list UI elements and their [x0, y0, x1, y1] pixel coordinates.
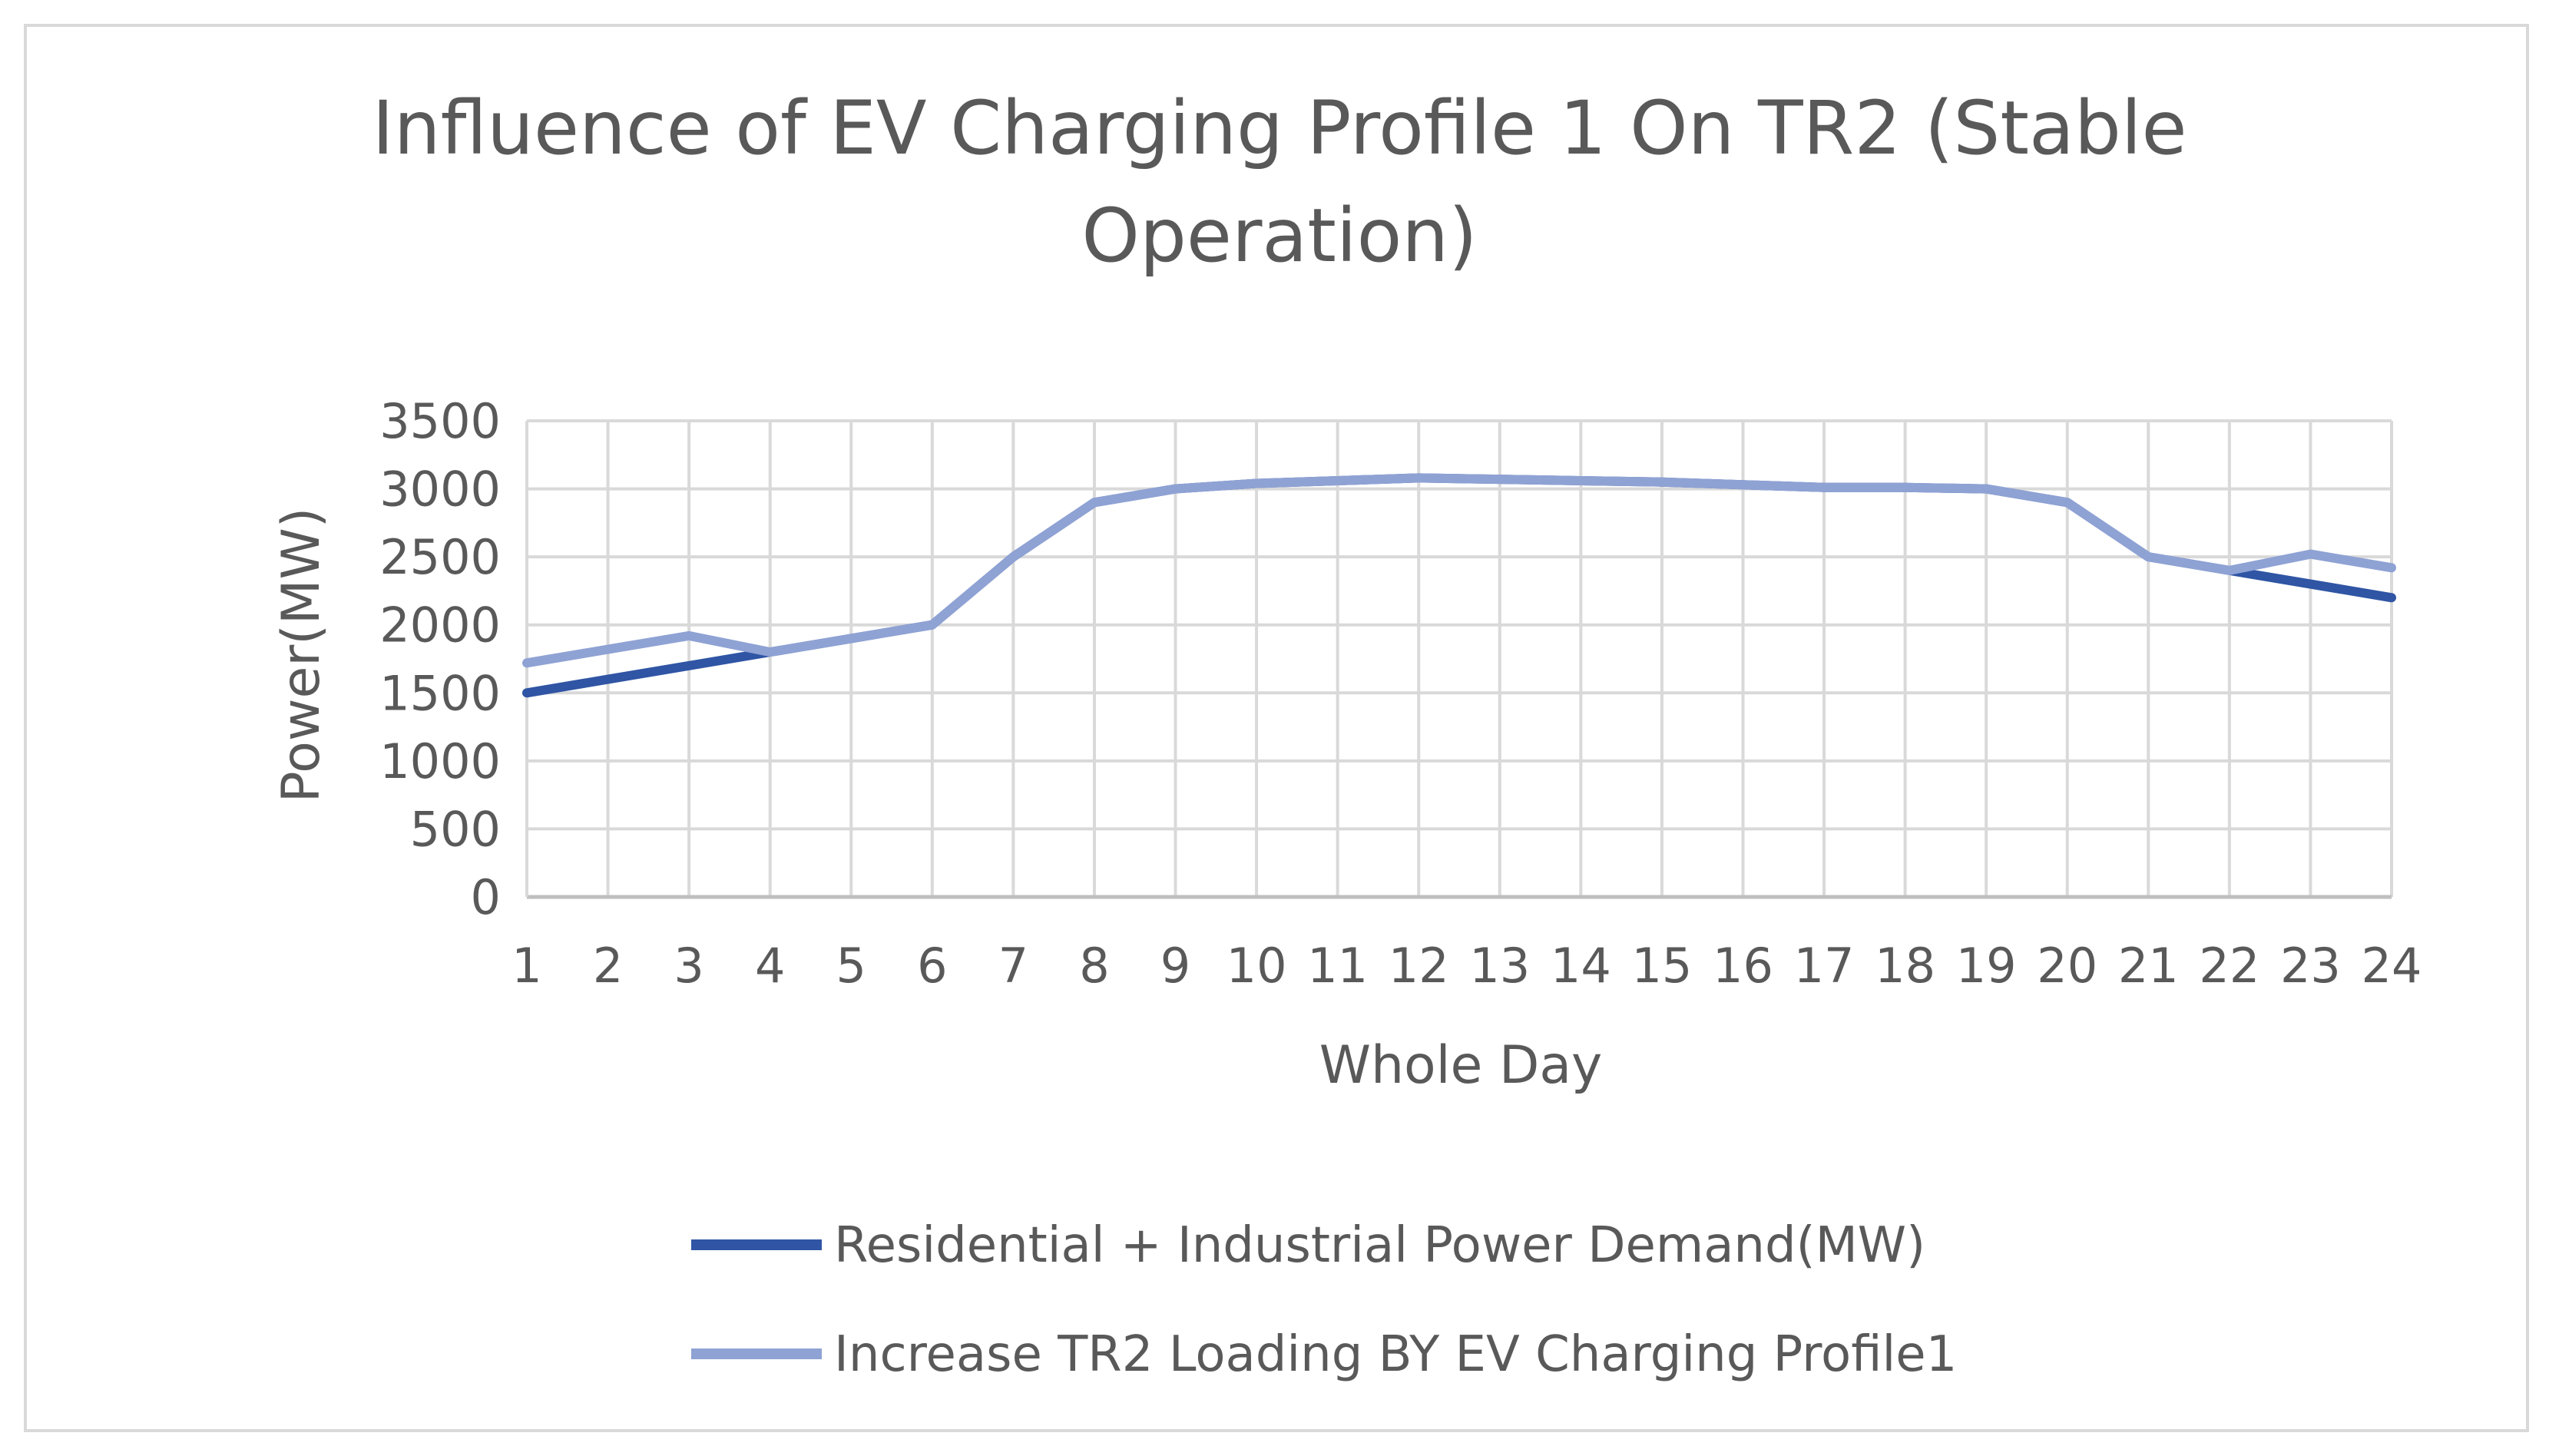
- y-tick-label: 500: [410, 801, 501, 857]
- x-tick-label: 18: [1875, 938, 1935, 994]
- x-tick-label: 23: [2280, 938, 2341, 994]
- x-tick-label: 15: [1631, 938, 1692, 994]
- x-tick-label: 9: [1160, 938, 1190, 994]
- y-tick-label: 3000: [379, 462, 501, 518]
- x-tick-label: 21: [2118, 938, 2179, 994]
- x-tick-label: 4: [755, 938, 785, 994]
- y-axis-title: Power(MW): [271, 508, 332, 803]
- x-tick-label: 17: [1794, 938, 1855, 994]
- x-tick-label: 14: [1551, 938, 1611, 994]
- y-tick-label: 1500: [379, 665, 501, 721]
- chart-title-line-1: Influence of EV Charging Profile 1 On TR…: [372, 85, 2187, 171]
- x-axis-title: Whole Day: [1319, 1035, 1603, 1096]
- legend-label-series-2: Increase TR2 Loading BY EV Charging Prof…: [834, 1326, 1957, 1383]
- gridlines: [527, 419, 2393, 897]
- x-tick-label: 10: [1227, 938, 1287, 994]
- chart-title: Influence of EV Charging Profile 1 On TR…: [372, 85, 2187, 279]
- x-tick-label: 6: [917, 938, 947, 994]
- x-tick-label: 22: [2199, 938, 2259, 994]
- x-tick-label: 13: [1469, 938, 1530, 994]
- y-tick-label: 2500: [379, 529, 501, 585]
- y-tick-label: 0: [471, 869, 501, 925]
- chart-frame: [24, 24, 2529, 1432]
- x-tick-label: 16: [1713, 938, 1773, 994]
- x-tick-label: 19: [1956, 938, 2017, 994]
- x-axis-tick-labels: 1 2 3 4 5 6 7 8 9 10 11 12 13 14 15 16 17 18 19 20 21 22 23 24: [511, 938, 2422, 994]
- x-tick-label: 24: [2362, 938, 2422, 994]
- chart-title-line-2: Operation): [1081, 193, 1477, 279]
- x-tick-label: 1: [511, 938, 541, 994]
- series-lines: [522, 473, 2396, 698]
- x-tick-label: 5: [836, 938, 866, 994]
- x-tick-label: 2: [593, 938, 623, 994]
- y-tick-label: 1000: [379, 733, 501, 789]
- x-tick-label: 3: [674, 938, 703, 994]
- series-line-1: [522, 473, 2396, 698]
- x-tick-label: 20: [2037, 938, 2097, 994]
- y-tick-label: 3500: [379, 393, 501, 449]
- legend-label-series-1: Residential + Industrial Power Demand(MW…: [834, 1217, 1925, 1274]
- y-tick-label: 2000: [379, 597, 501, 654]
- x-tick-label: 11: [1307, 938, 1368, 994]
- axes: [525, 421, 2392, 899]
- y-axis-tick-labels: 0 500 1000 1500 2000 2500 3000 3500: [379, 393, 501, 925]
- series-line-2: [522, 473, 2396, 668]
- x-tick-label: 12: [1389, 938, 1449, 994]
- legend: Residential + Industrial Power Demand(MW…: [691, 1217, 1957, 1383]
- x-tick-label: 8: [1079, 938, 1109, 994]
- x-tick-label: 7: [998, 938, 1028, 994]
